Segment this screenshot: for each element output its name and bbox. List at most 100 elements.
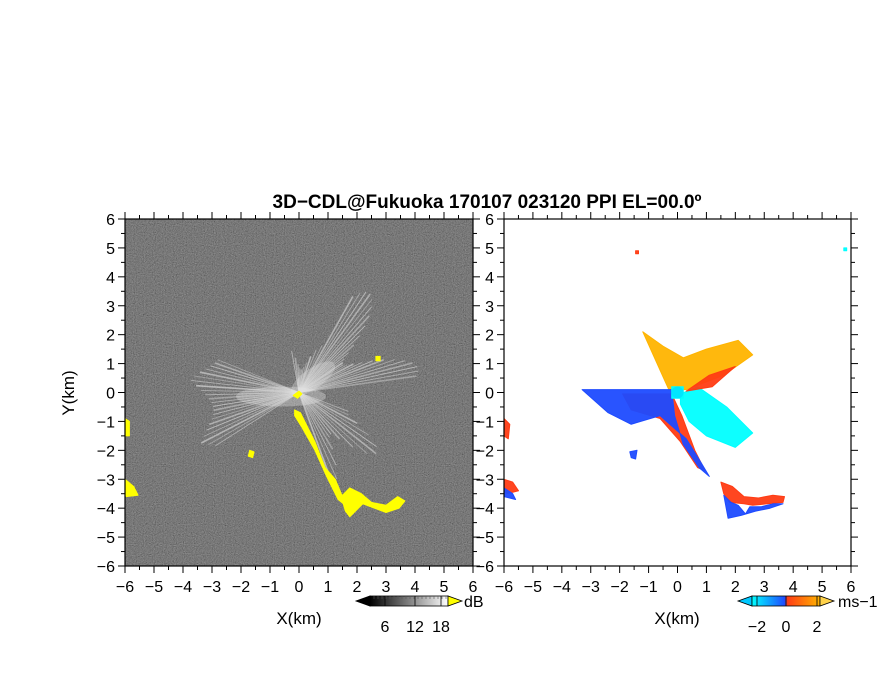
left-beam-spoke	[298, 375, 417, 394]
left-beam-spoke	[298, 392, 330, 438]
right-xtick-label: −5	[524, 579, 542, 596]
right-xtick-label: 4	[789, 579, 798, 596]
left-ytick-label: −1	[97, 414, 115, 431]
left-beam-spoke	[214, 362, 300, 394]
left-beam-spoke	[200, 391, 300, 444]
right-colorbar-label: ms−1	[838, 594, 878, 611]
right-colorbar-tick-label: −2	[748, 619, 766, 636]
left-beam-spoke	[298, 392, 337, 466]
right-ytick-label: −6	[476, 559, 494, 576]
left-beam-spoke	[298, 293, 371, 393]
right-xtick-label: 3	[760, 579, 769, 596]
left-beam-spoke	[298, 367, 304, 393]
left-xtick-label: 4	[411, 579, 420, 596]
left-beam-spoke	[298, 363, 354, 394]
left-xtick-label: −4	[174, 579, 192, 596]
left-beam-spoke	[298, 335, 360, 393]
right-xlabel: X(km)	[654, 609, 699, 628]
left-beam-spoke	[298, 392, 334, 450]
left-beam-spoke	[298, 295, 354, 393]
left-ytick-label: −5	[97, 530, 115, 547]
left-highlight-regions	[125, 355, 406, 518]
left-colorbar-tick-label: 6	[381, 619, 390, 636]
left-ytick-label: 0	[106, 386, 115, 403]
left-ytick-label: 3	[106, 299, 115, 316]
right-xtick-label: −4	[553, 579, 571, 596]
left-beam-spoke	[205, 392, 300, 396]
right-ytick-label: 5	[485, 241, 494, 258]
right-xtick-label: −6	[495, 579, 513, 596]
right-colorbar-arrow-low	[736, 595, 753, 607]
left-beam-spoke	[213, 391, 300, 412]
left-beam-spoke	[298, 391, 377, 455]
right-velocity-region	[723, 494, 784, 519]
figure-title: 3D−CDL@Fukuoka 170107 023120 PPI EL=00.0…	[273, 192, 702, 213]
right-velocity-region	[635, 250, 639, 255]
left-beam-spoke	[210, 365, 300, 393]
left-ytick-label: −2	[97, 443, 115, 460]
left-beam-spoke	[298, 358, 385, 394]
radar-site-marker	[671, 386, 684, 399]
left-xtick-label: 3	[382, 579, 391, 596]
left-ytick-label: 2	[106, 328, 115, 345]
right-ytick-label: −1	[476, 414, 494, 431]
left-beam-spoke	[298, 360, 373, 393]
left-beam-spoke	[298, 392, 349, 412]
left-beam-spoke	[298, 392, 354, 448]
right-ytick-label: 2	[485, 328, 494, 345]
left-colorbar-arrow-low	[354, 595, 371, 607]
right-ytick-label: −4	[476, 501, 494, 518]
right-velocity-region	[679, 386, 754, 448]
left-colorbar-tick-label: 18	[432, 619, 450, 636]
right-colorbar-tick-label: 2	[813, 619, 822, 636]
left-beam-spoke	[291, 350, 300, 393]
left-beam-spoke	[211, 392, 300, 404]
left-beam-spoke	[208, 392, 300, 446]
left-highlight-region	[292, 390, 303, 399]
left-ytick-label: −3	[97, 472, 115, 489]
left-beam-spoke	[298, 391, 341, 440]
left-ytick-label: 6	[106, 212, 115, 229]
left-colorbar-tick-label: 12	[406, 619, 424, 636]
left-beam-spoke	[193, 375, 300, 393]
left-panel-reflectivity: −6 −5 −4 −3 −2 −1 0 1 2 3 4 5 6 6 5 4 3 2 1 0 −1 −2 −3 −4 −5 −6 X…	[59, 212, 480, 628]
left-xtick-label: −3	[203, 579, 221, 596]
right-xtick-label: −2	[611, 579, 629, 596]
left-xtick-label: 6	[469, 579, 478, 596]
right-xtick-label: 0	[673, 579, 682, 596]
left-ytick-label: 4	[106, 270, 115, 287]
right-velocity-region	[843, 247, 848, 252]
right-colorbar-ticks: −2 0 2	[748, 596, 822, 636]
right-colorbar-tick-label: 0	[782, 619, 791, 636]
left-highlight-region	[375, 355, 381, 362]
right-velocity-regions	[504, 247, 848, 519]
right-ytick-label: 3	[485, 299, 494, 316]
left-xtick-label: 5	[440, 579, 449, 596]
left-beam-spoke	[298, 345, 323, 393]
left-ytick-label: 5	[106, 241, 115, 258]
left-colorbar: 6 12 18 dB	[354, 594, 484, 636]
right-xtick-label: 6	[847, 579, 856, 596]
left-highlight-region	[125, 418, 130, 437]
left-beam-spoke	[191, 379, 300, 393]
left-xtick-label: −2	[232, 579, 250, 596]
left-ytick-label: 1	[106, 357, 115, 374]
right-velocity-region	[685, 366, 736, 392]
left-xlabel: X(km)	[276, 609, 321, 628]
left-colorbar-arrow-high	[447, 595, 464, 607]
left-beam-spokes	[191, 291, 419, 486]
right-velocity-region	[629, 449, 638, 460]
left-beam-spoke	[298, 392, 349, 416]
left-xtick-label: −5	[145, 579, 163, 596]
right-ytick-label: −3	[476, 472, 494, 489]
left-beam-core-ne	[290, 361, 336, 396]
left-ytick-label: −4	[97, 501, 115, 518]
left-beam-spoke	[298, 392, 338, 480]
left-beam-spoke	[298, 360, 405, 393]
right-panel-velocity: −6 −5 −4 −3 −2 −1 0 1 2 3 4 5 6 6 5 4 3 2 1 0 −1 −2 −3 −4 −5 −6 X…	[476, 212, 858, 628]
left-xtick-label: 0	[295, 579, 304, 596]
left-beam-core-west	[236, 386, 326, 407]
right-ticks: −6 −5 −4 −3 −2 −1 0 1 2 3 4 5 6 6 5 4 3 2 1 0 −1 −2 −3 −4 −5 −6	[476, 212, 858, 596]
left-beam-spoke	[212, 392, 300, 415]
left-beam-spoke	[298, 306, 373, 393]
